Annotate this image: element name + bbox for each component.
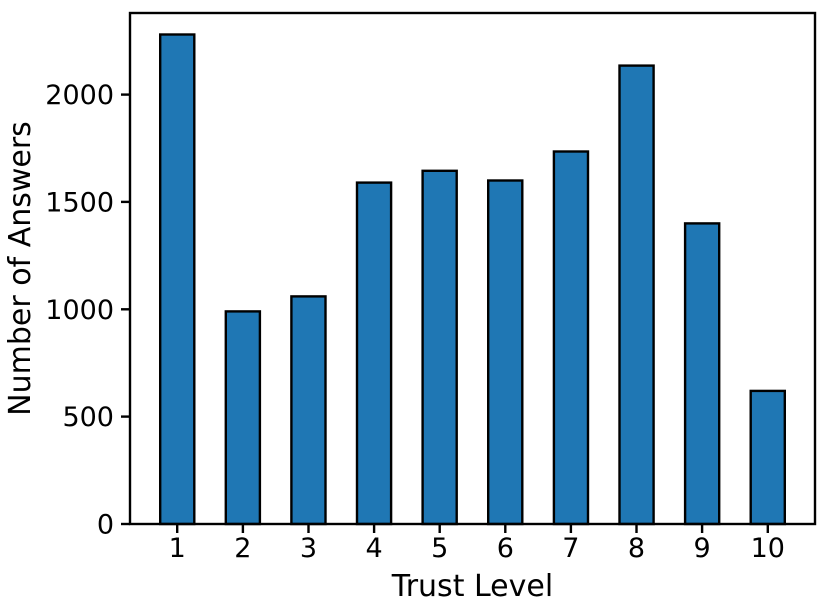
bar-trust-7 — [552, 150, 590, 526]
bar-trust-8 — [618, 64, 655, 526]
y-tick-label: 1000 — [45, 295, 114, 326]
x-tick-label: 8 — [628, 533, 645, 564]
x-tick-label: 10 — [751, 533, 785, 564]
x-tick-label: 6 — [497, 533, 514, 564]
y-tick-label: 1500 — [45, 187, 114, 218]
bar-trust-2 — [224, 310, 262, 526]
bar-trust-10 — [749, 389, 787, 526]
bar-trust-3 — [290, 295, 327, 526]
x-tick-label: 9 — [694, 533, 711, 564]
bar-trust-5 — [421, 169, 458, 526]
x-tick-label: 2 — [234, 533, 251, 564]
x-tick-label: 5 — [431, 533, 448, 564]
x-tick-label: 4 — [366, 533, 383, 564]
plot-spines — [128, 11, 817, 526]
x-tick-label: 7 — [562, 533, 579, 564]
bars-layer — [158, 33, 787, 526]
bar-trust-1 — [158, 33, 196, 526]
x-axis-label: Trust Level — [391, 569, 553, 604]
bar-trust-4 — [355, 181, 393, 526]
y-tick-label: 0 — [97, 510, 114, 541]
bar-trust-9 — [683, 222, 721, 526]
bar-trust-6 — [487, 179, 524, 526]
axes-layer: 0 500 1000 1500 2000 1 2 3 4 5 6 7 8 9 10 — [45, 11, 817, 564]
y-tick-label: 500 — [62, 402, 114, 433]
x-tick-label: 3 — [300, 533, 317, 564]
x-tick-label: 1 — [169, 533, 186, 564]
y-tick-label: 2000 — [45, 80, 114, 111]
y-axis-label: Number of Answers — [3, 121, 38, 416]
